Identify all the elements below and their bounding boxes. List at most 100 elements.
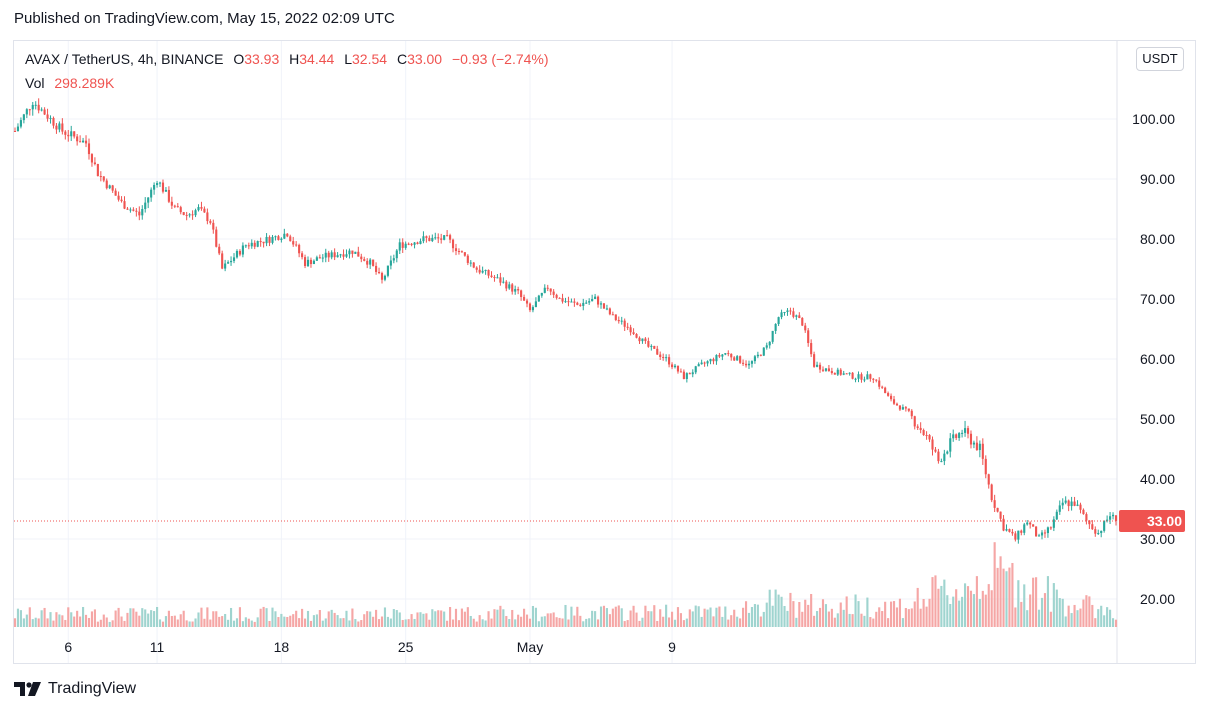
tradingview-logo-icon	[14, 682, 41, 696]
x-tick-label: 6	[64, 639, 72, 655]
volume-bar	[910, 608, 913, 627]
candle-body	[194, 210, 197, 216]
candle-body	[493, 277, 496, 279]
candle-body	[321, 257, 324, 259]
volume-bar	[937, 588, 940, 627]
volume-bar	[79, 616, 82, 627]
volume-bar	[901, 618, 904, 627]
volume-bar	[1040, 597, 1044, 627]
volume-bar	[940, 585, 943, 627]
volume-label[interactable]: Vol	[25, 75, 45, 91]
candle-body	[147, 197, 150, 203]
candle-body	[1085, 514, 1088, 521]
candle-body	[564, 301, 567, 303]
candle-body	[46, 114, 49, 119]
symbol-name[interactable]: AVAX / TetherUS, 4h, BINANCE	[25, 51, 224, 67]
volume-bar	[194, 618, 197, 627]
candle-body	[963, 428, 967, 433]
candle-body	[348, 250, 351, 255]
candle-body	[525, 300, 529, 304]
volume-bar	[472, 618, 475, 627]
volume-bar	[366, 611, 369, 627]
candle-body	[256, 241, 259, 247]
candle-body	[975, 442, 978, 451]
volume-bar	[978, 599, 981, 627]
volume-bar	[490, 618, 493, 627]
volume-bar	[19, 610, 22, 627]
candle-body	[1017, 530, 1020, 540]
x-tick-label: 18	[274, 639, 290, 655]
volume-bar	[327, 611, 330, 627]
volume-bar	[721, 616, 724, 627]
volume-bar	[377, 619, 381, 627]
candle-body	[1088, 520, 1091, 525]
candle-body	[484, 269, 487, 271]
candle-body	[158, 182, 162, 184]
candle-body	[978, 443, 981, 451]
candle-body	[739, 356, 742, 363]
candle-body	[608, 308, 611, 315]
candle-body	[522, 297, 526, 301]
volume-bar	[318, 610, 321, 627]
chart-frame[interactable]	[13, 40, 1196, 664]
volume-bar	[916, 587, 919, 627]
candle-body	[407, 243, 410, 245]
volume-bar	[64, 619, 67, 627]
candle-body	[280, 238, 283, 240]
volume-bar	[188, 621, 191, 627]
candle-body	[247, 245, 250, 247]
volume-bar	[952, 596, 955, 627]
volume-bar	[907, 609, 910, 627]
volume-bar	[182, 610, 185, 627]
volume-bar	[173, 615, 176, 627]
candle-body	[889, 395, 893, 400]
candle-body	[931, 439, 934, 450]
currency-button[interactable]: USDT	[1136, 47, 1184, 71]
candle-body	[434, 237, 437, 239]
volume-bar	[676, 607, 680, 627]
candle-body	[380, 273, 384, 280]
volume-bar	[55, 612, 58, 627]
candle-body	[952, 434, 955, 439]
volume-bar	[866, 597, 869, 627]
volume-bar	[827, 611, 830, 627]
volume-bar	[727, 619, 730, 627]
volume-bar	[268, 621, 271, 627]
volume-bar	[460, 608, 463, 627]
volume-bar	[315, 614, 318, 627]
volume-bar	[522, 608, 526, 627]
last-price-badge	[1119, 510, 1185, 532]
volume-bar	[425, 613, 428, 627]
candle-body	[635, 334, 638, 338]
volume-bar	[576, 606, 579, 627]
candle-body	[487, 269, 490, 276]
volume-bar	[1097, 609, 1100, 627]
volume-bar	[147, 613, 150, 627]
candle-body	[40, 109, 43, 111]
volume-bar	[777, 594, 780, 627]
volume-bar	[404, 619, 407, 627]
candle-body	[333, 252, 336, 258]
volume-bar	[709, 607, 712, 627]
x-tick-label: May	[517, 639, 543, 655]
volume-bar	[123, 620, 126, 627]
tradingview-brand[interactable]: TradingView	[14, 680, 136, 698]
volume-bar	[87, 617, 91, 627]
candle-body	[706, 361, 709, 364]
candle-body	[398, 242, 401, 251]
candle-body	[490, 275, 493, 278]
volume-bar	[981, 590, 984, 627]
volume-bar	[833, 617, 836, 627]
candle-body	[783, 312, 786, 314]
candle-body	[795, 315, 798, 317]
volume-bar	[1082, 599, 1085, 627]
volume-bar	[816, 611, 819, 627]
volume-bar	[999, 556, 1002, 627]
candle-body	[292, 241, 295, 245]
volume-bar	[227, 619, 230, 627]
candle-body	[318, 257, 321, 259]
volume-bar	[487, 611, 490, 627]
volume-bar	[1002, 568, 1005, 627]
candle-body	[120, 199, 123, 202]
